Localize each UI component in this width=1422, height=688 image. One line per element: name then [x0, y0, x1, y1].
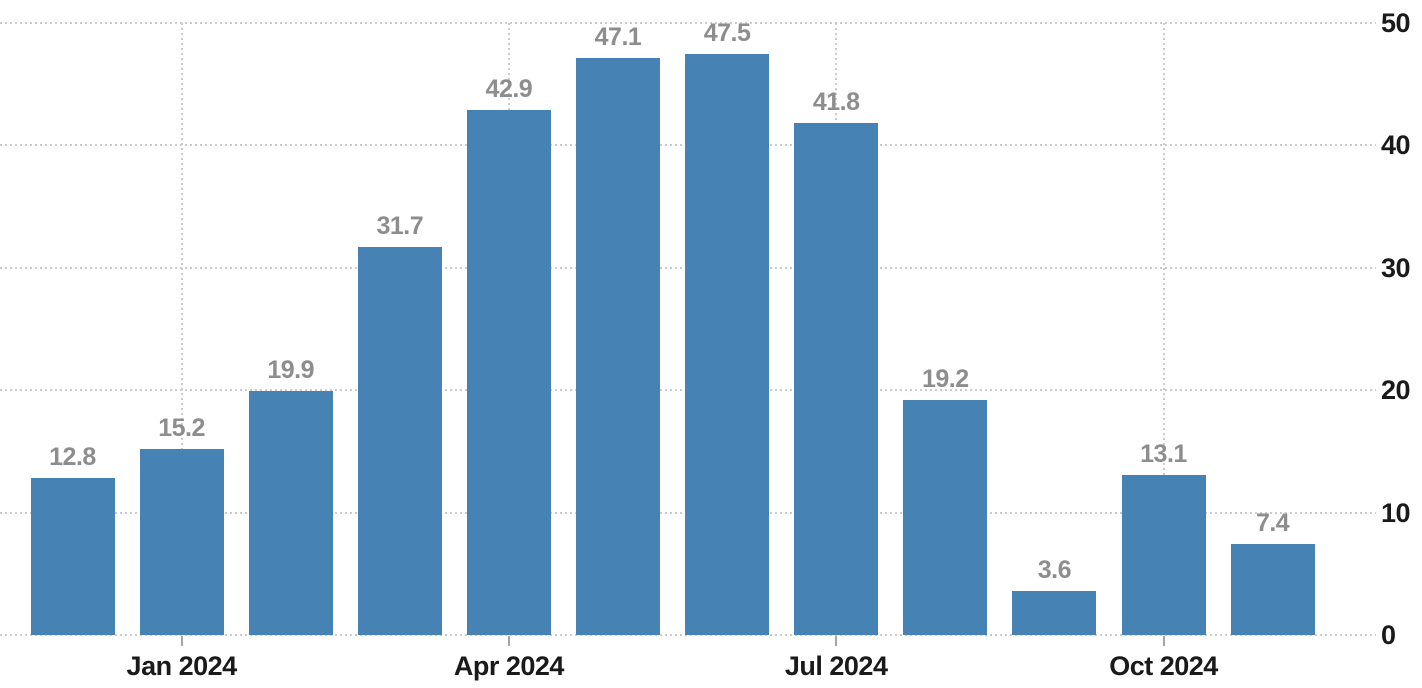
bar[interactable]	[1121, 474, 1206, 635]
bar[interactable]	[1230, 544, 1315, 635]
bar-value-label: 42.9	[485, 74, 533, 103]
x-axis-tick	[1162, 636, 1165, 646]
bar-value-label: 7.4	[1255, 509, 1290, 538]
y-axis-tick-label: 0	[1381, 620, 1396, 650]
x-axis-tick-label: Apr 2024	[453, 651, 565, 681]
v-gridline	[1162, 23, 1165, 635]
y-axis-tick-label: 50	[1381, 8, 1411, 38]
y-axis-tick-label: 10	[1381, 497, 1411, 528]
x-axis-tick-label: Jan 2024	[126, 651, 238, 681]
y-axis-tick-label: 40	[1381, 130, 1411, 161]
x-axis-tick-label: Oct 2024	[1109, 651, 1218, 681]
bar-value-label: 41.8	[812, 88, 860, 117]
bar[interactable]	[794, 123, 879, 635]
bar-value-label: 15.2	[158, 413, 205, 442]
x-axis-tick	[835, 636, 838, 646]
h-gridline	[0, 22, 1376, 24]
bar[interactable]	[1012, 590, 1097, 635]
bar[interactable]	[685, 53, 770, 635]
bar[interactable]	[139, 448, 224, 635]
bar[interactable]	[903, 399, 988, 635]
y-axis-tick-label: 20	[1381, 375, 1411, 406]
bar[interactable]	[30, 478, 115, 635]
x-axis-tick-label: Jul 2024	[784, 651, 888, 681]
h-gridline	[0, 634, 1376, 636]
y-axis-tick-label: 30	[1381, 252, 1411, 283]
x-axis-tick	[507, 636, 510, 646]
bar-value-label: 19.9	[267, 356, 315, 385]
v-gridline	[180, 23, 183, 635]
bar-value-label: 47.5	[703, 18, 751, 47]
bar-value-label: 47.1	[594, 23, 642, 52]
bar-value-label: 12.8	[49, 443, 96, 472]
bar[interactable]	[466, 109, 551, 635]
bar-value-label: 19.2	[921, 364, 969, 393]
bar-value-label: 3.6	[1037, 555, 1072, 584]
bar[interactable]	[248, 391, 333, 635]
bar-value-label: 31.7	[376, 211, 424, 240]
bar[interactable]	[576, 58, 660, 635]
x-axis-tick	[180, 636, 183, 646]
bar[interactable]	[357, 246, 442, 635]
bar-value-label: 13.1	[1140, 439, 1187, 468]
